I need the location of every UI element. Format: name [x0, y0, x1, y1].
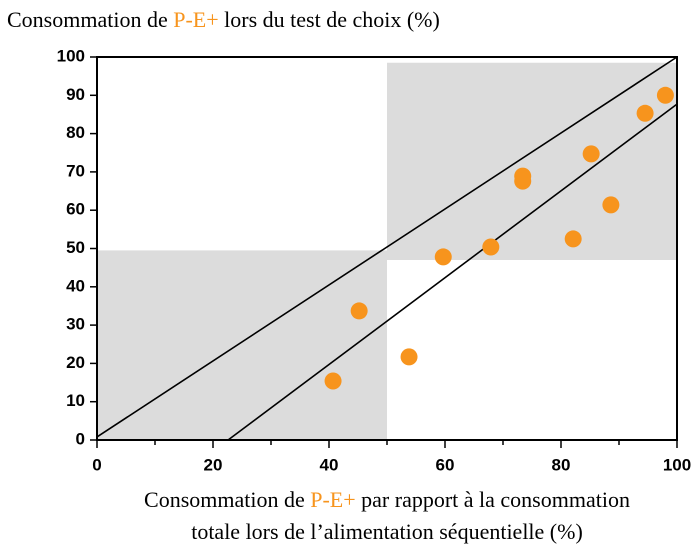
- y-tick-label: 100: [57, 46, 85, 65]
- point: [636, 104, 654, 122]
- y-tick-label: 20: [66, 353, 85, 372]
- point: [482, 238, 500, 256]
- y-tick-label: 0: [76, 429, 85, 448]
- reference-line: [227, 103, 678, 441]
- y-tick-label: 40: [66, 276, 85, 295]
- point: [350, 302, 368, 320]
- point: [514, 172, 532, 190]
- point: [434, 248, 452, 266]
- x-tick-label: 60: [436, 455, 455, 474]
- y-tick-label: 70: [66, 161, 85, 180]
- region: [97, 250, 387, 440]
- text-part: lors du test de choix (%): [219, 7, 440, 32]
- point: [564, 230, 582, 248]
- text-part: P-E+: [310, 487, 355, 512]
- y-tick-label: 10: [66, 391, 85, 410]
- x-axis-label: totale lors de l’alimentation séquentiel…: [191, 519, 583, 544]
- reference-line: [96, 56, 678, 438]
- x-tick-label: 40: [320, 455, 339, 474]
- point: [656, 86, 674, 104]
- point: [582, 145, 600, 163]
- text-part: P-E+: [173, 7, 218, 32]
- text-part: Consommation de: [7, 7, 173, 32]
- text-part: par rapport à la consommation: [356, 487, 630, 512]
- point: [602, 196, 620, 214]
- y-tick-label: 90: [66, 85, 85, 104]
- x-tick-label: 20: [204, 455, 223, 474]
- y-tick-label: 50: [66, 238, 85, 257]
- text-part: totale lors de l’alimentation séquentiel…: [191, 519, 583, 544]
- x-tick-label: 100: [663, 455, 691, 474]
- x-axis-label: Consommation de P-E+ par rapport à la co…: [144, 487, 630, 512]
- point: [400, 348, 418, 366]
- y-tick-label: 80: [66, 123, 85, 142]
- text-part: Consommation de: [144, 487, 310, 512]
- y-tick-label: 30: [66, 315, 85, 334]
- y-tick-label: 60: [66, 200, 85, 219]
- chart-title: Consommation de P-E+ lors du test de cho…: [7, 7, 440, 32]
- x-tick-label: 0: [92, 455, 101, 474]
- region: [387, 62, 677, 260]
- x-tick-label: 80: [552, 455, 571, 474]
- point: [324, 372, 342, 390]
